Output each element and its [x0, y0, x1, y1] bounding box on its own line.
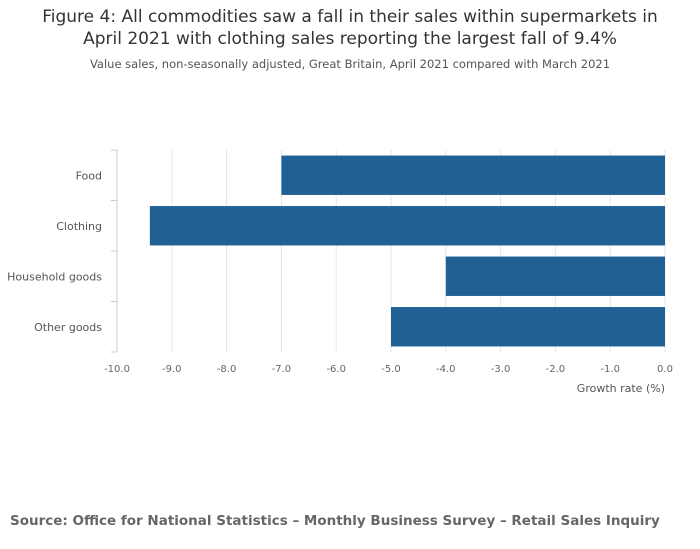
- x-tick-label-0: -10.0: [104, 364, 130, 375]
- x-tick-label-4: -6.0: [326, 364, 346, 375]
- bar-household-goods: [445, 256, 665, 296]
- x-tick-label-8: -2.0: [546, 364, 566, 375]
- x-tick-label-3: -7.0: [272, 364, 292, 375]
- x-tick-label-2: -8.0: [217, 364, 237, 375]
- category-label-clothing: Clothing: [56, 220, 102, 233]
- x-tick-label-9: -1.0: [600, 364, 620, 375]
- x-tick-label-10: 0.0: [657, 364, 673, 375]
- bar-clothing: [149, 206, 665, 246]
- x-axis-label: Growth rate (%): [577, 382, 665, 395]
- x-tick-label-5: -5.0: [381, 364, 401, 375]
- category-labels: Food Clothing Household goods Other goods: [7, 169, 102, 334]
- bar-other-goods: [391, 307, 665, 347]
- chart-title-line-2: April 2021 with clothing sales reporting…: [83, 29, 617, 49]
- x-tick-label-6: -4.0: [436, 364, 456, 375]
- category-label-food: Food: [76, 169, 102, 182]
- chart-title-line-1: Figure 4: All commodities saw a fall in …: [42, 7, 658, 27]
- x-tick-label-7: -3.0: [491, 364, 511, 375]
- source-note: Source: Office for National Statistics –…: [10, 513, 660, 529]
- x-axis-ticks: -10.0 -9.0 -8.0 -7.0 -6.0 -5.0 -4.0 -3.0 -2.0 -1.…: [104, 364, 673, 375]
- category-label-other-goods: Other goods: [34, 321, 102, 334]
- y-axis: [111, 149, 118, 353]
- x-tick-label-1: -9.0: [162, 364, 182, 375]
- bars: [149, 155, 665, 347]
- category-label-household-goods: Household goods: [7, 270, 102, 283]
- bar-food: [281, 155, 665, 195]
- chart-title: Figure 4: All commodities saw a fall in …: [0, 6, 700, 50]
- chart-subtitle: Value sales, non-seasonally adjusted, Gr…: [89, 57, 611, 71]
